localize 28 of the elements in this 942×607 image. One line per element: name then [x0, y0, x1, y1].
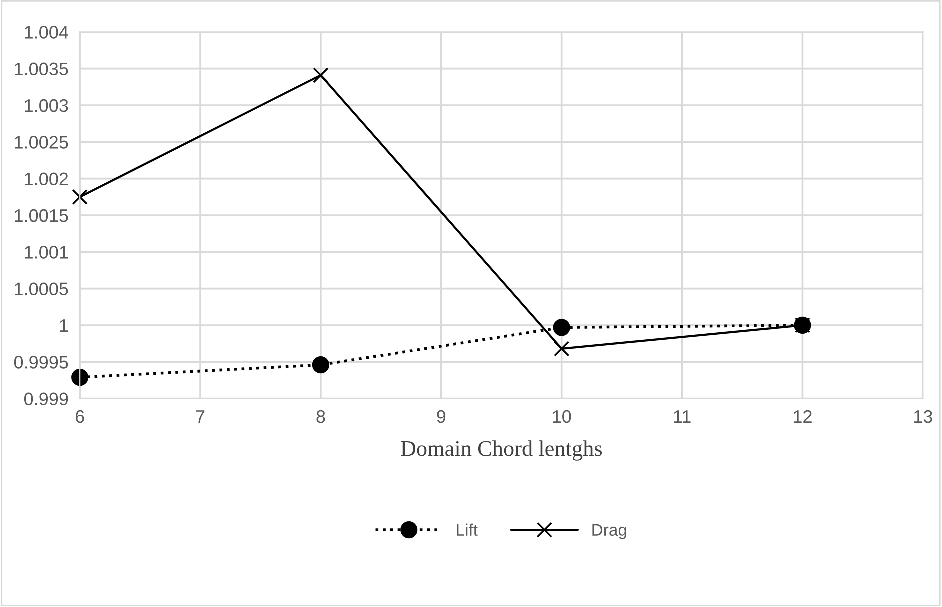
y-tick-label: 1.003	[25, 99, 68, 112]
x-tick-label: 8	[316, 410, 326, 424]
point	[72, 368, 89, 386]
y-tick-label: 1.0035	[15, 62, 68, 76]
x-tick-label: 7	[196, 410, 205, 423]
point	[72, 189, 88, 206]
y-tick-label: 1.001	[25, 246, 68, 259]
point	[553, 319, 570, 336]
legend-label: Drag	[592, 524, 626, 540]
y-tick-label: 1.0025	[15, 136, 68, 149]
y-tick-label: 1.0005	[15, 282, 68, 296]
y-tick-label: 1.0015	[15, 209, 68, 222]
y-tick-label: 1	[60, 320, 68, 332]
y-tick-label: 0.9995	[14, 356, 68, 369]
point	[554, 341, 570, 357]
y-tick-label: 1.004	[25, 26, 68, 39]
x-tick-label: 12	[794, 410, 812, 423]
x-tick-label: 9	[437, 410, 446, 424]
x-tick-label: 13	[914, 410, 932, 424]
x-tick-label: 10	[553, 410, 572, 424]
point	[313, 68, 329, 84]
x-tick-label: 6	[76, 410, 84, 424]
y-tick-label: 0.999	[24, 392, 68, 406]
legend-label: Lift	[457, 524, 478, 536]
x-axis-title: Domain Chord lentghs	[401, 440, 602, 461]
point	[312, 356, 330, 374]
x-tick-label: 11	[674, 410, 691, 423]
y-tick-label: 1.002	[25, 172, 68, 186]
